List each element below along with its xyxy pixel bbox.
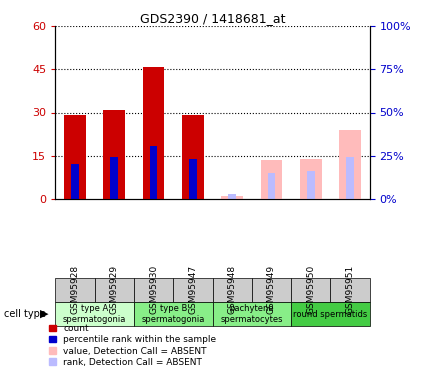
Bar bbox=[228, 194, 236, 199]
Bar bbox=[143, 66, 164, 199]
Legend: count, percentile rank within the sample, value, Detection Call = ABSENT, rank, : count, percentile rank within the sample… bbox=[47, 322, 218, 369]
Title: GDS2390 / 1418681_at: GDS2390 / 1418681_at bbox=[140, 12, 285, 25]
Bar bbox=[261, 160, 282, 199]
Text: type B
spermatogonia: type B spermatogonia bbox=[142, 304, 205, 324]
Bar bbox=[103, 110, 125, 199]
Text: GSM95948: GSM95948 bbox=[228, 265, 237, 314]
Text: round spermatids: round spermatids bbox=[293, 310, 368, 319]
Text: GSM95950: GSM95950 bbox=[306, 265, 315, 314]
Bar bbox=[64, 116, 86, 199]
Text: cell type: cell type bbox=[4, 309, 46, 319]
Bar bbox=[110, 158, 118, 199]
Text: GSM95947: GSM95947 bbox=[188, 265, 197, 314]
Text: GSM95949: GSM95949 bbox=[267, 265, 276, 314]
Bar bbox=[300, 159, 322, 199]
Bar bbox=[221, 196, 243, 199]
Text: type A
spermatogonia: type A spermatogonia bbox=[63, 304, 126, 324]
Bar bbox=[307, 171, 314, 199]
Text: GSM95928: GSM95928 bbox=[71, 265, 79, 314]
Bar bbox=[189, 159, 197, 199]
Bar bbox=[182, 116, 204, 199]
Bar bbox=[71, 164, 79, 199]
Text: GSM95929: GSM95929 bbox=[110, 265, 119, 314]
Bar bbox=[150, 146, 157, 199]
Text: pachytene
spermatocytes: pachytene spermatocytes bbox=[221, 304, 283, 324]
Bar bbox=[268, 173, 275, 199]
Text: GSM95951: GSM95951 bbox=[346, 265, 354, 314]
Bar bbox=[346, 158, 354, 199]
Text: GSM95930: GSM95930 bbox=[149, 265, 158, 314]
Bar bbox=[339, 130, 361, 199]
Text: ▶: ▶ bbox=[40, 309, 49, 319]
